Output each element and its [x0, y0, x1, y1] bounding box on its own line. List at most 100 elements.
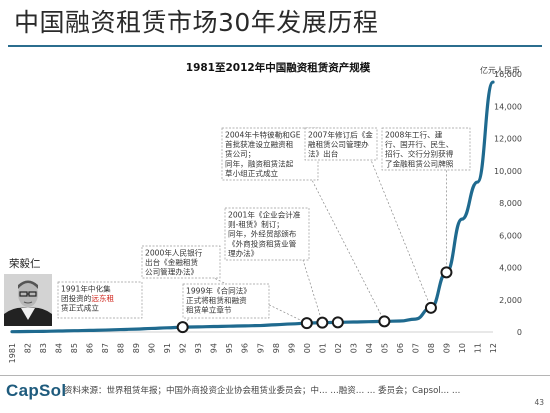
y-tick-label: 8,000 — [499, 199, 522, 208]
annotation-line: 1991年中化集 — [61, 284, 111, 294]
person-label: 荣毅仁 — [9, 258, 41, 270]
annotation-line: 2001年《企业会计准 — [228, 210, 301, 220]
x-tick-label: 00 — [303, 343, 312, 353]
annotation-line: 2000年人民银行 — [145, 248, 203, 258]
x-tick-label: 03 — [349, 343, 358, 353]
x-tick-label: 11 — [473, 343, 482, 353]
y-tick-label: 10,000 — [494, 167, 522, 176]
annotation-box — [224, 207, 310, 261]
annotation-line: 招行、交行分别获得 — [385, 149, 454, 159]
page-number: 43 — [534, 398, 544, 407]
chart: 1981至2012年中国融资租赁资产规模 亿元人民币 0 2,000 4,000 6,… — [8, 61, 522, 363]
annotation-box — [182, 283, 270, 319]
annotation-connector — [311, 179, 385, 322]
annotation-line: 同年，外经贸部颁布 — [228, 229, 297, 239]
annotation-line: 行、国开行、民生、 — [385, 139, 453, 149]
data-markers — [176, 266, 453, 334]
title-divider — [8, 45, 542, 47]
x-tick-label: 99 — [287, 343, 296, 353]
annotation-line: 赁正式成立 — [61, 303, 99, 313]
annotation-line: 团投资的远东租 — [61, 293, 115, 303]
x-tick-label: 09 — [442, 343, 451, 353]
x-tick-label: 89 — [132, 343, 141, 353]
annotation-box — [57, 281, 143, 319]
x-tick-label: 98 — [272, 343, 281, 353]
y-tick-label: 6,000 — [499, 231, 522, 240]
annotation-line: 法》出台 — [308, 149, 339, 159]
annotation-line: 1999年《合同法》 — [186, 286, 251, 296]
annotation-2001: 2001年《企业会计准则-租赁》制订；同年，外经贸部颁布《外商投资租赁业管理办法… — [224, 207, 310, 261]
brand-logo: CapSol — [6, 381, 67, 400]
annotation-line: 正式将租赁和融资 — [186, 295, 247, 305]
data-marker — [316, 316, 329, 329]
annotation-line: 2004年卡特彼勒和GE — [225, 130, 301, 140]
data-marker — [300, 317, 313, 330]
x-tick-label: 1981 — [8, 343, 17, 363]
x-tick-label: 96 — [241, 343, 250, 353]
portrait-photo-icon — [4, 274, 52, 326]
x-tick-label: 85 — [70, 343, 79, 353]
y-tick-label: 0 — [517, 328, 522, 337]
x-tick-label: 84 — [55, 343, 64, 353]
x-tick-label: 05 — [380, 343, 389, 353]
annotation-line: 公司管理办法》 — [145, 267, 198, 277]
annotation-box — [304, 127, 378, 161]
x-tick-label: 91 — [163, 343, 172, 353]
annotation-line: 了金融租赁公司牌照 — [385, 158, 454, 168]
x-tick-label: 88 — [117, 343, 126, 353]
annotation-box — [381, 127, 471, 171]
annotation-line: 2007年修订后《金 — [308, 130, 373, 140]
annotation-line: 出台《金融租赁 — [145, 257, 199, 267]
annotation-line: 则-租赁》制订； — [228, 219, 284, 229]
x-tick-label: 94 — [210, 343, 219, 353]
footer: CapSol 资料来源：世界租赁年报；中国外商投资企业协会租赁业委员会；中… …… — [0, 373, 550, 413]
x-tick-label: 83 — [39, 343, 48, 353]
data-marker — [176, 321, 189, 334]
y-tick-label: 14,000 — [494, 102, 522, 111]
series-line — [10, 80, 495, 334]
x-tick-label: 01 — [318, 343, 327, 353]
x-tick-label: 82 — [24, 343, 33, 353]
annotation-line: 融租赁公司管理办 — [308, 139, 369, 149]
x-tick-label: 08 — [427, 343, 436, 353]
y-tick-label: 16,000 — [494, 70, 522, 79]
y-tick-label: 2,000 — [499, 296, 522, 305]
data-marker — [331, 316, 344, 329]
y-tick-label: 4,000 — [499, 264, 522, 273]
annotation-2004: 2004年卡特彼勒和GE首批获准设立融资租赁公司；同年，融资租赁法起草小组正式成… — [221, 127, 319, 181]
x-tick-label: 92 — [179, 343, 188, 353]
x-tick-label: 04 — [365, 343, 374, 353]
y-axis: 0 2,000 4,000 6,000 8,000 10,000 12,000 14,000 1… — [494, 70, 522, 337]
page-title: 中国融资租赁市场30年发展历程 — [14, 8, 379, 37]
x-tick-label: 87 — [101, 343, 110, 353]
x-tick-label: 07 — [411, 343, 420, 353]
y-tick-label: 12,000 — [494, 135, 522, 144]
annotation-line: 2008年工行、建 — [385, 130, 443, 140]
x-tick-label: 90 — [148, 343, 157, 353]
annotation-box — [221, 127, 319, 181]
x-tick-label: 97 — [256, 343, 265, 353]
source-note: 资料来源：世界租赁年报；中国外商投资企业协会租赁业委员会；中… …融资… … 委… — [64, 386, 461, 396]
annotation-line: 赁公司； — [225, 150, 255, 159]
x-tick-label: 12 — [489, 343, 498, 353]
data-marker — [424, 301, 437, 314]
data-marker — [440, 266, 453, 279]
x-tick-label: 02 — [334, 343, 343, 353]
x-tick-label: 95 — [225, 343, 234, 353]
annotation-line: 租赁单立章节 — [186, 305, 232, 315]
annotation-box — [141, 245, 221, 279]
x-tick-label: 93 — [194, 343, 203, 353]
annotation-line: 首批获准设立融资租 — [225, 139, 294, 149]
annotation-line: 理办法》 — [228, 248, 258, 258]
annotation-line: 草小组正式成立 — [225, 168, 279, 178]
x-tick-label: 06 — [396, 343, 405, 353]
x-axis: 1981 82 83 84 85 86 87 88 89 90 91 92 93 94 95 96 97 98 99… — [8, 343, 498, 363]
annotation-connector — [370, 159, 432, 308]
chart-title: 1981至2012年中国融资租赁资产规模 — [186, 61, 371, 74]
x-tick-label: 10 — [458, 343, 467, 353]
